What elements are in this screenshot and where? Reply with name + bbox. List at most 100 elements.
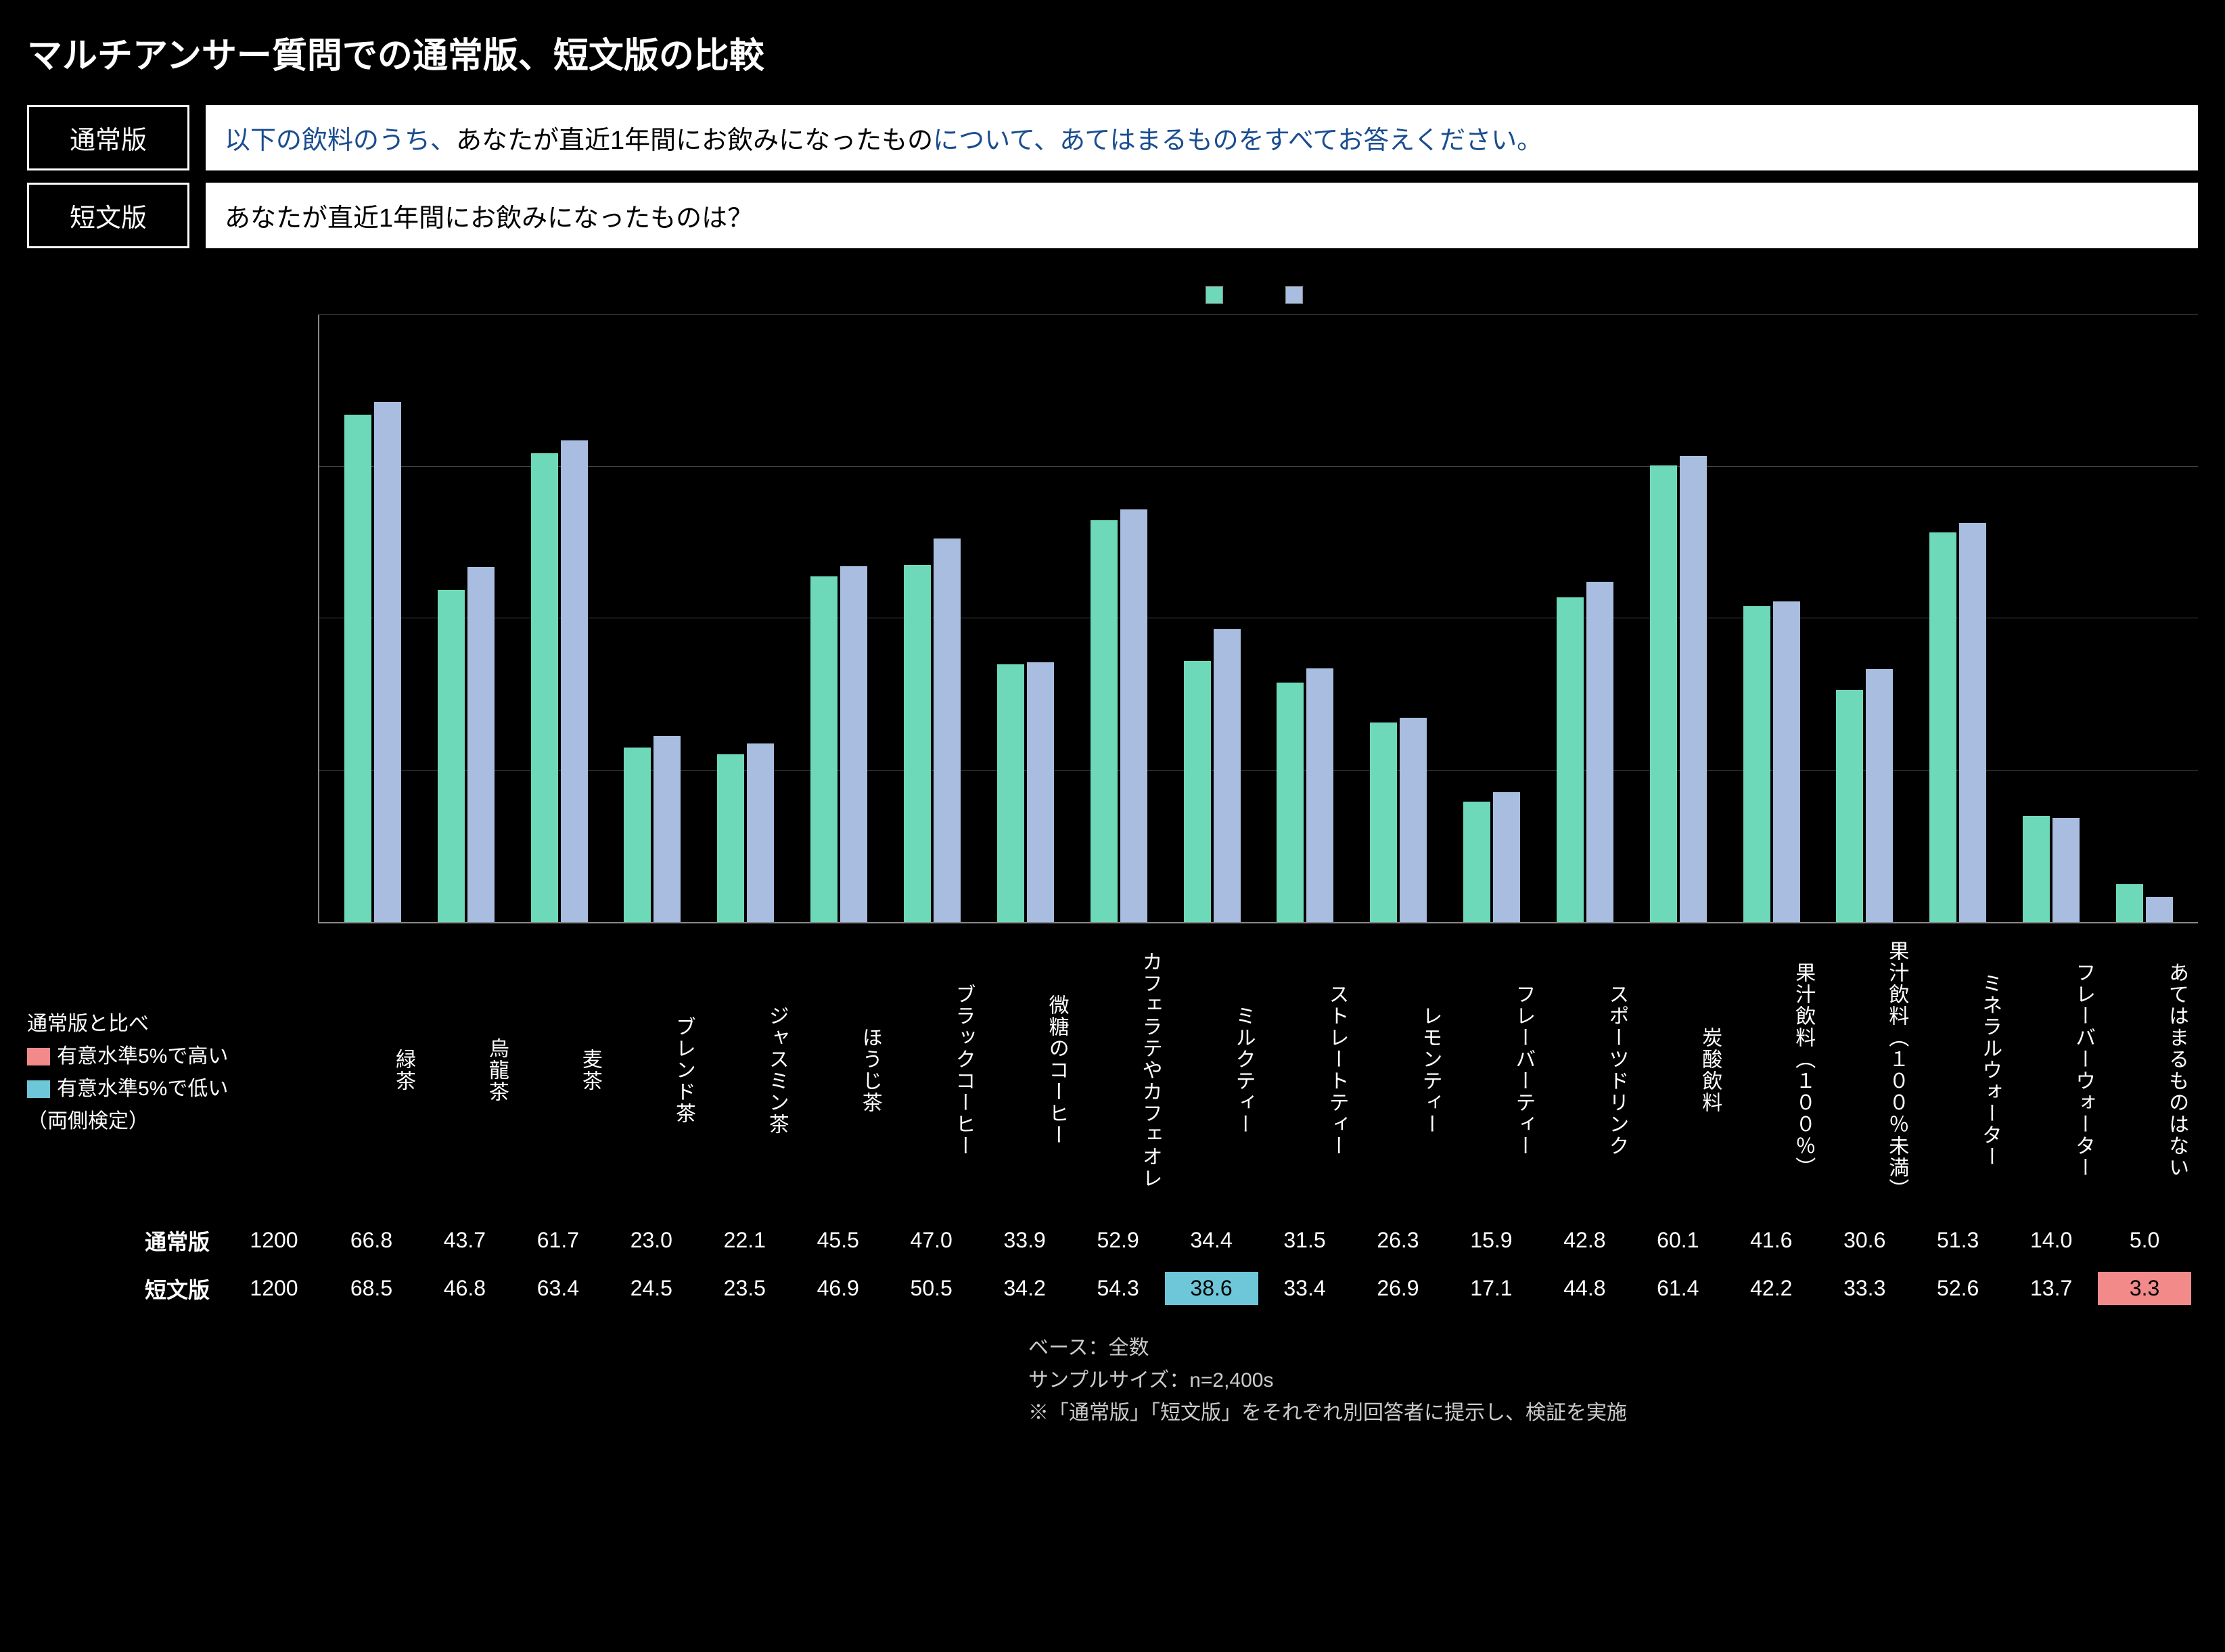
data-cell: 52.6 — [1911, 1272, 2004, 1305]
bar — [1557, 597, 1584, 922]
bar-group — [2004, 315, 2098, 922]
row-cells: 66.843.761.723.022.145.547.033.952.934.4… — [318, 1224, 2198, 1257]
bar — [1773, 601, 1800, 922]
bar — [1120, 509, 1147, 922]
bar — [467, 567, 495, 922]
x-label: 微糖のコーヒー — [978, 933, 1072, 1203]
data-cell: 14.0 — [2004, 1224, 2098, 1257]
x-label: フレーバーティー — [1444, 933, 1538, 1203]
bar — [1184, 661, 1211, 922]
bar — [374, 402, 401, 922]
legend-item — [1285, 282, 1311, 308]
data-cell: 15.9 — [1444, 1224, 1538, 1257]
x-label: ジャスミン茶 — [698, 933, 792, 1203]
x-label: 麦茶 — [511, 933, 605, 1203]
bar — [1586, 582, 1613, 922]
data-cell: 63.4 — [511, 1272, 605, 1305]
bar — [1493, 792, 1520, 922]
bar — [904, 565, 931, 922]
bar — [2052, 818, 2080, 922]
row-label: 短文版 — [27, 1273, 230, 1304]
sig-text: 有意水準5%で高い — [57, 1040, 228, 1073]
data-cell: 23.0 — [605, 1224, 698, 1257]
bar-group — [1258, 315, 1352, 922]
bar-group — [1072, 315, 1166, 922]
bar — [1959, 523, 1986, 922]
x-label: レモンティー — [1351, 933, 1444, 1203]
x-label: 炭酸飲料 — [1631, 933, 1724, 1203]
bar — [1400, 718, 1427, 922]
data-cell: 43.7 — [418, 1224, 511, 1257]
bar — [840, 566, 867, 922]
version-text: 以下の飲料のうち、あなたが直近1年間にお飲みになったものについて、あてはまるもの… — [206, 105, 2198, 170]
bar — [438, 590, 465, 922]
data-cell: 60.1 — [1631, 1224, 1724, 1257]
data-cell: 42.8 — [1538, 1224, 1631, 1257]
bar — [1836, 690, 1863, 922]
x-label: ほうじ茶 — [792, 933, 885, 1203]
bar — [2023, 816, 2050, 922]
row-n: 1200 — [230, 1228, 318, 1253]
bar — [1027, 662, 1054, 922]
bar-group — [1632, 315, 1725, 922]
data-cell: 46.9 — [792, 1272, 885, 1305]
bar-group — [1911, 315, 2004, 922]
bar — [531, 453, 558, 922]
x-label: ミルクティー — [1165, 933, 1258, 1203]
chart-legend — [318, 282, 2198, 308]
table-row: 通常版120066.843.761.723.022.145.547.033.95… — [27, 1224, 2198, 1257]
data-table: 通常版120066.843.761.723.022.145.547.033.95… — [27, 1224, 2198, 1305]
x-label: 果汁飲料（１００％未満） — [1818, 933, 1911, 1203]
bar-group — [606, 315, 699, 922]
bar-group — [326, 315, 419, 922]
data-cell: 54.3 — [1072, 1272, 1165, 1305]
sig-note: （両側検定） — [27, 1105, 228, 1138]
bar — [1214, 629, 1241, 922]
bar-group — [699, 315, 792, 922]
chart-plot — [318, 315, 2198, 923]
data-cell: 38.6 — [1165, 1272, 1258, 1305]
table-row: 短文版120068.546.863.424.523.546.950.534.25… — [27, 1272, 2198, 1305]
data-cell: 24.5 — [605, 1272, 698, 1305]
data-cell: 33.3 — [1818, 1272, 1911, 1305]
x-label: 烏龍茶 — [418, 933, 511, 1203]
bar-group — [979, 315, 1072, 922]
data-cell: 50.5 — [885, 1272, 978, 1305]
data-cell: 31.5 — [1258, 1224, 1352, 1257]
bar — [1370, 722, 1397, 922]
bar-group — [1352, 315, 1445, 922]
bar — [934, 538, 961, 922]
bar-group — [2098, 315, 2191, 922]
sig-title: 通常版と比べ — [27, 1008, 228, 1040]
sig-row: 有意水準5%で低い — [27, 1073, 228, 1105]
bar — [624, 748, 651, 922]
sig-row: 有意水準5%で高い — [27, 1040, 228, 1073]
version-row: 通常版以下の飲料のうち、あなたが直近1年間にお飲みになったものについて、あてはま… — [27, 105, 2198, 170]
x-label: 果汁飲料（１００％） — [1724, 933, 1818, 1203]
x-label: ブラックコーヒー — [885, 933, 978, 1203]
data-cell: 17.1 — [1444, 1272, 1538, 1305]
data-cell: 47.0 — [885, 1224, 978, 1257]
version-label: 短文版 — [27, 183, 189, 248]
data-cell: 45.5 — [792, 1224, 885, 1257]
bar — [1929, 532, 1956, 922]
version-label: 通常版 — [27, 105, 189, 170]
x-label: フレーバーウォーター — [2004, 933, 2098, 1203]
version-boxes: 通常版以下の飲料のうち、あなたが直近1年間にお飲みになったものについて、あてはま… — [27, 105, 2198, 248]
bar — [1680, 456, 1707, 922]
bar — [810, 576, 838, 922]
data-cell: 30.6 — [1818, 1224, 1911, 1257]
page-title: マルチアンサー質問での通常版、短文版の比較 — [27, 27, 2198, 78]
x-label: カフェラテやカフェオレ — [1072, 933, 1165, 1203]
data-cell: 51.3 — [1911, 1224, 2004, 1257]
bar-group — [1818, 315, 1912, 922]
bar-group — [1538, 315, 1632, 922]
data-cell: 52.9 — [1072, 1224, 1165, 1257]
x-label: ストレートティー — [1258, 933, 1352, 1203]
row-n: 1200 — [230, 1276, 318, 1301]
bar — [717, 754, 744, 922]
bar — [1743, 606, 1770, 922]
footnote-line: ※「通常版」「短文版」をそれぞれ別回答者に提示し、検証を実施 — [1028, 1397, 2198, 1429]
data-cell: 34.4 — [1165, 1224, 1258, 1257]
chart-wrap: 緑茶烏龍茶麦茶ブレンド茶ジャスミン茶ほうじ茶ブラックコーヒー微糖のコーヒーカフェ… — [27, 282, 2198, 1203]
